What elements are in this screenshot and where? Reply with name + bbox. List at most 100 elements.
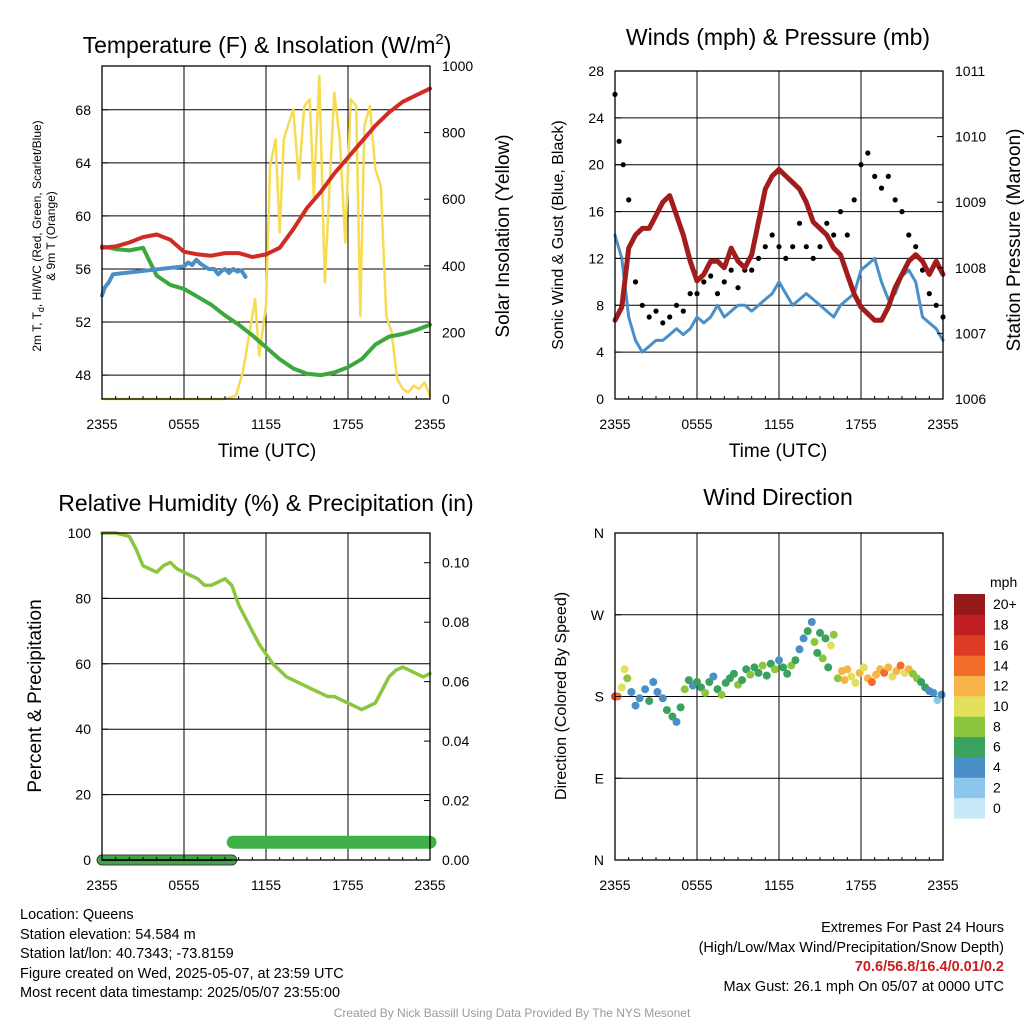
wind-gust-point-42 [892,197,898,203]
wind-gust-point-36 [851,197,857,203]
wind-ytick-label-3: 12 [588,250,604,266]
dir-point-45 [795,645,804,654]
temperature-panel: 2355 0555 1155 1755 2355 48 52 56 60 64 68 0 200 400 6… [75,58,473,432]
dir-point-3 [620,665,629,674]
dir-point-66 [867,678,876,686]
temp-y2tick-label-4: 800 [442,125,466,141]
wind-gust-point-3 [626,197,632,203]
dir-xtick-label-3: 1755 [845,877,876,893]
dir-point-55 [826,641,835,650]
humidity-panel: 2355 0555 1155 1755 2355 0 20 40 60 80 100 0.00 0.02… [68,525,470,893]
wind-y2tick-label-3: 1009 [955,194,986,210]
wind-gust-point-40 [878,185,885,191]
colorbar-swatch-6 [954,675,985,697]
wind-gust-point-6 [646,314,652,320]
wind-gust-point-35 [844,232,850,238]
rh-ytick-label-5: 100 [68,525,92,541]
wind-xtick-label-1: 0555 [681,416,712,432]
dir-point-49 [810,638,819,646]
dir-xtick-label-4: 2355 [927,877,958,893]
dir-point-21 [697,683,706,692]
dir-point-17 [680,685,689,694]
colorbar-swatch-8 [954,634,985,656]
wind-gust-point-44 [906,232,912,238]
rh-ytick-label-1: 20 [75,787,91,803]
wind-y2tick-label-4: 1010 [955,129,986,145]
dir-point-61 [847,672,856,681]
dir-point-39 [770,665,779,674]
wind-gust-point-47 [926,291,932,297]
wind-gust-point-10 [673,302,680,308]
wind-gust-point-13 [694,291,700,297]
max-gust: Max Gust: 26.1 mph On 05/07 at 0000 UTC [723,978,1004,995]
wind-y2-label: Station Pressure (Maroon) [1004,129,1024,352]
wind-gust-point-23 [762,244,768,250]
dir-point-59 [840,676,849,685]
wind-ytick-label-7: 28 [588,63,604,79]
dir-panel-title: Wind Direction [703,484,853,510]
speed-colorbar: 0 2 4 6 8 10 12 14 16 18 20+ [954,594,1017,819]
wind-gust-point-34 [837,209,844,215]
dir-ytick-label-4: N [594,525,604,541]
dir-point-63 [855,668,864,677]
colorbar-level-2: 4 [993,759,1001,775]
dir-point-41 [779,663,788,672]
dir-xtick-label-1: 0555 [681,877,712,893]
temp-y2tick-label-5: 1000 [442,58,473,74]
colorbar-level-0: 0 [993,800,1001,816]
colorbar-level-10: 20+ [993,596,1017,612]
rh-y2tick-label-3: 0.06 [442,674,469,690]
dir-point-18 [684,676,693,685]
rh-ytick-label-3: 60 [75,656,91,672]
wind-gust-point-27 [790,244,796,250]
dir-point-26 [717,690,726,699]
dir-point-13 [662,706,671,715]
dir-point-12 [658,694,667,703]
dir-xtick-label-0: 2355 [599,877,630,893]
wind-gust-point-1 [616,138,622,144]
rh-y2tick-label-0: 0.00 [442,852,469,868]
svg-text:2m T, Td, HI/WC (Red, Green, S: 2m T, Td, HI/WC (Red, Green, Scarlet/Blu… [30,120,46,351]
wind-gust-point-15 [708,273,714,279]
dir-point-53 [821,634,830,643]
dir-xtick-label-2: 1155 [764,877,794,893]
dir-point-57 [833,674,842,683]
dir-point-40 [775,656,783,665]
dir-point-54 [824,663,833,672]
temp-ytick-label-2: 56 [75,261,91,277]
dir-point-73 [896,661,905,670]
dir-point-64 [859,663,868,672]
temp-series-1 [100,244,432,378]
wind-gust-point-17 [721,279,727,285]
dir-point-37 [762,671,771,680]
svg-text:& 9m T (Orange): & 9m T (Orange) [44,191,58,281]
dir-point-52 [818,654,827,663]
dir-ytick-label-2: S [595,689,604,705]
extremes-values: 70.6/56.8/16.4/0.01/0.2 [854,959,1004,976]
rh-xtick-label-3: 1755 [332,877,363,893]
wind-xtick-label-4: 2355 [927,416,958,432]
temp-xtick-label-1: 0555 [168,416,199,432]
colorbar-unit-label: mph [990,574,1017,590]
wind-gust-point-45 [913,244,919,250]
rh-y2tick-label-5: 0.10 [442,555,469,571]
wind-gust-point-26 [783,255,789,261]
rh-panel-title: Relative Humidity (%) & Precipitation (i… [58,490,473,516]
dir-point-83 [937,690,946,699]
wind-y2tick-label-0: 1006 [955,391,986,407]
rh-y2tick-label-2: 0.04 [442,733,469,749]
rh-y2tick-label-4: 0.08 [442,614,469,630]
dir-point-69 [880,668,889,677]
rh-ytick-label-2: 40 [75,721,91,737]
dir-point-15 [672,717,681,726]
temp-y2tick-label-2: 400 [442,258,466,274]
temp-ytick-label-5: 68 [75,102,91,118]
rh-ytick-label-0: 0 [83,852,91,868]
wind-y2tick-label-5: 1011 [955,63,985,79]
wind-gust-point-48 [933,302,939,308]
wind-gust-point-24 [769,232,775,238]
dir-point-44 [791,656,800,665]
colorbar-swatch-10 [954,594,985,615]
temp-y2tick-label-1: 200 [442,324,466,340]
wind-gust-point-2 [620,162,626,168]
